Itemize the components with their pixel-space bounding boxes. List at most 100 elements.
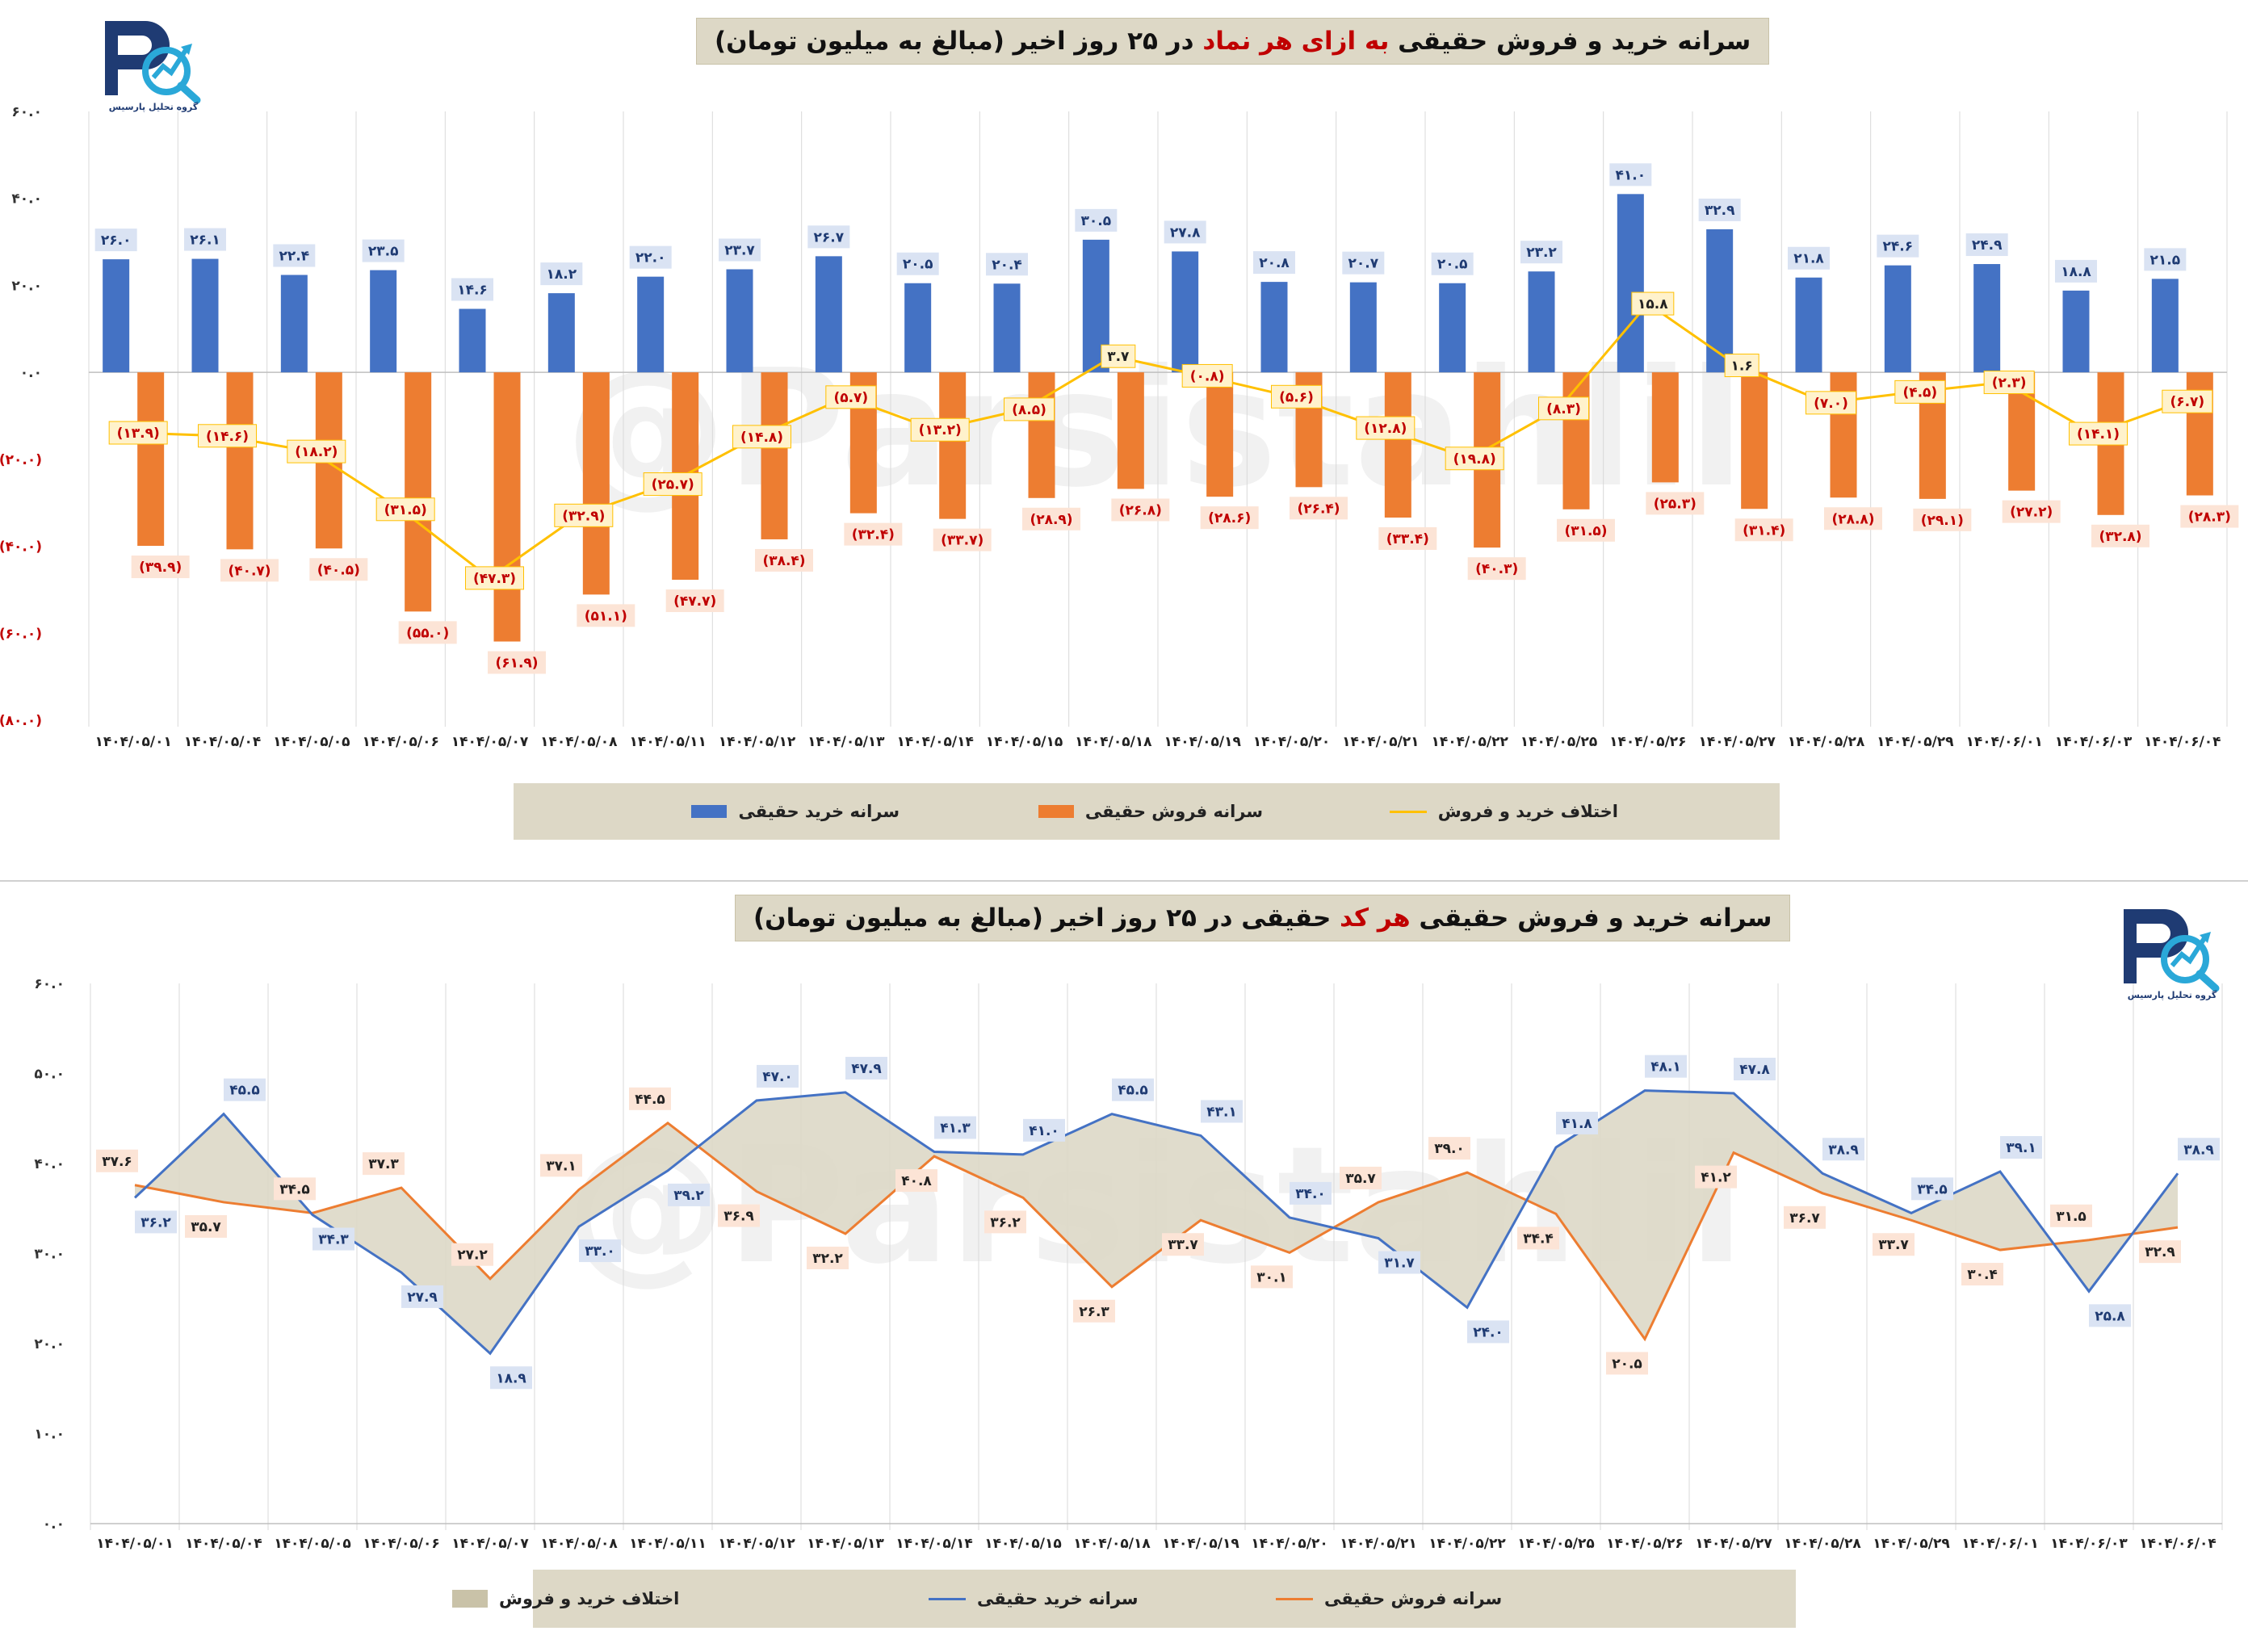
x-tick-label: ۱۴۰۴/۰۵/۲۱ bbox=[1340, 1536, 1416, 1552]
buy-data-label-bg bbox=[490, 1366, 532, 1390]
sell-bar bbox=[1028, 372, 1055, 498]
sell-data-label-bg bbox=[1073, 1299, 1115, 1323]
sell-data-label-bg bbox=[2139, 1240, 2181, 1264]
sell-data-label-bg bbox=[844, 522, 903, 546]
buy-data-label-text: ۳۴.۰ bbox=[1295, 1186, 1326, 1202]
logo-mark-icon bbox=[2124, 909, 2220, 992]
buy-bar bbox=[637, 276, 665, 373]
diff-data-label: (۱۲.۸) bbox=[1356, 416, 1415, 440]
sell-data-label-text: (۲۸.۶) bbox=[1208, 510, 1251, 526]
buy-data-label-bg bbox=[312, 1227, 354, 1251]
buy-data-label-bg bbox=[1164, 220, 1206, 244]
buy-line bbox=[133, 1089, 2179, 1356]
buy-data-label-text: ۴۸.۱ bbox=[1650, 1059, 1681, 1075]
diff-data-label-text: (۲۵.۷) bbox=[652, 477, 694, 493]
sell-data-label: (۴۰.۳) bbox=[1467, 557, 1526, 581]
sell-data-label-bg bbox=[629, 1087, 671, 1110]
sell-data-label: (۲۸.۳) bbox=[2180, 505, 2239, 528]
legend-label: اختلاف خرید و فروش bbox=[499, 1589, 680, 1608]
chart-2-title-part-3: حقیقی در ۲۵ روز اخیر (مبالغ به میلیون تو… bbox=[753, 904, 1340, 933]
diff-data-label: (۱۳.۹) bbox=[108, 421, 168, 445]
legend-swatch-icon bbox=[1038, 805, 1074, 818]
legend-swatch-icon bbox=[452, 1590, 488, 1608]
sell-data-label-text: ۳۷.۳ bbox=[368, 1156, 399, 1172]
sell-bar bbox=[939, 372, 967, 519]
sell-data-label-bg bbox=[540, 1154, 582, 1177]
buy-bar bbox=[1706, 229, 1734, 373]
sell-data-label: ۳۷.۱ bbox=[540, 1154, 582, 1177]
buy-bar bbox=[370, 270, 397, 373]
sell-data-label-text: (۳۱.۵) bbox=[1564, 523, 1607, 539]
sell-data-label-text: ۳۰.۱ bbox=[1256, 1269, 1287, 1285]
buy-data-label-bg bbox=[94, 229, 137, 252]
sell-data-label-bg bbox=[1378, 527, 1437, 551]
sell-data-label-bg bbox=[398, 621, 457, 644]
diff-data-label: (۱۴.۶) bbox=[198, 424, 257, 448]
buy-bar bbox=[815, 256, 842, 373]
buy-data-label-bg bbox=[451, 278, 493, 301]
buy-data-label-bg bbox=[934, 1116, 976, 1139]
y-tick-label: ۲۰.۰ bbox=[11, 278, 42, 294]
buy-data-label-text: ۴۷.۸ bbox=[1739, 1062, 1770, 1078]
x-tick-label: ۱۴۰۴/۰۶/۰۴ bbox=[2144, 734, 2221, 750]
buy-data-label-bg bbox=[273, 244, 316, 267]
diff-data-label-bg bbox=[1101, 344, 1136, 368]
buy-data-label: ۲۰.۴ bbox=[986, 253, 1028, 276]
buy-data-label-text: ۳۹.۲ bbox=[673, 1188, 704, 1204]
buy-bar bbox=[459, 308, 486, 373]
buy-data-label-text: ۴۱.۰ bbox=[1029, 1123, 1059, 1139]
legend-label: سرانه خرید حقیقی bbox=[977, 1589, 1139, 1608]
buy-data-label: ۲۶.۰ bbox=[94, 229, 137, 252]
buy-data-label-text: ۲۷.۹ bbox=[407, 1289, 438, 1306]
x-tick-label: ۱۴۰۴/۰۶/۰۳ bbox=[2055, 734, 2133, 750]
sell-data-label: (۳۳.۷) bbox=[933, 528, 992, 551]
sell-data-label-bg bbox=[363, 1152, 405, 1176]
buy-data-label-bg bbox=[896, 252, 939, 275]
buy-data-label: ۳۸.۹ bbox=[2178, 1138, 2220, 1161]
diff-data-label: ۱.۶ bbox=[1724, 354, 1759, 378]
sell-data-label-bg bbox=[1695, 1165, 1737, 1189]
sell-data-label: (۳۹.۹) bbox=[131, 556, 190, 579]
buy-bar bbox=[726, 269, 753, 373]
buy-data-label-text: ۲۲.۰ bbox=[635, 250, 666, 266]
sell-data-label-bg bbox=[1111, 498, 1170, 522]
buy-data-label-text: ۳۴.۳ bbox=[318, 1232, 349, 1248]
sell-data-label-bg bbox=[1200, 506, 1259, 530]
diff-data-label: (۵.۷) bbox=[825, 385, 877, 409]
diff-data-label-text: (۱۸.۲) bbox=[295, 444, 338, 460]
diff-data-label: ۱۵.۸ bbox=[1631, 291, 1675, 316]
sell-data-label: ۳۶.۷ bbox=[1784, 1205, 1826, 1229]
sell-data-label: (۲۷.۲) bbox=[2002, 500, 2061, 523]
legend-item-buy-line: سرانه خرید حقیقی bbox=[929, 1570, 1139, 1628]
diff-data-label: (۸.۵) bbox=[1004, 397, 1055, 421]
buy-data-label: ۲۶.۱ bbox=[184, 228, 226, 251]
buy-data-label-text: ۲۰.۴ bbox=[992, 257, 1022, 273]
buy-data-label: ۴۳.۱ bbox=[1201, 1100, 1243, 1123]
legend-item-diff: اختلاف خرید و فروش bbox=[1389, 783, 1618, 840]
sell-data-label-bg bbox=[2050, 1204, 2092, 1227]
sell-data-label-text: ۳۰.۴ bbox=[1967, 1267, 1998, 1283]
sell-data-label-text: ۴۴.۵ bbox=[635, 1092, 665, 1108]
sell-data-label: ۳۱.۵ bbox=[2050, 1204, 2092, 1227]
x-tick-label: ۱۴۰۴/۰۵/۰۷ bbox=[451, 734, 529, 750]
logo-bottom: گروه تحلیل پارسیس bbox=[2116, 903, 2237, 1008]
diff-data-label-bg bbox=[287, 439, 346, 463]
sell-data-label: (۲۹.۱) bbox=[1913, 508, 1972, 531]
buy-data-label-bg bbox=[1253, 251, 1295, 275]
x-tick-label: ۱۴۰۴/۰۵/۰۴ bbox=[184, 734, 261, 750]
buy-data-label-text: ۳۲.۹ bbox=[1705, 203, 1735, 219]
buy-bar bbox=[191, 258, 219, 373]
sell-data-label: ۳۵.۷ bbox=[185, 1214, 227, 1238]
buy-data-label-text: ۳۱.۷ bbox=[1384, 1256, 1415, 1272]
buy-data-label: ۳۰.۵ bbox=[1075, 208, 1118, 232]
x-tick-label: ۱۴۰۴/۰۵/۱۴ bbox=[895, 1536, 972, 1552]
buy-data-label-bg bbox=[1609, 163, 1652, 187]
panel-divider bbox=[0, 880, 2248, 882]
sell-data-label-text: ۳۴.۵ bbox=[279, 1181, 310, 1197]
sell-data-label: ۲۷.۲ bbox=[451, 1243, 493, 1266]
diff-data-label-text: (۱۲.۸) bbox=[1364, 421, 1407, 437]
sell-data-label: (۴۷.۷) bbox=[665, 589, 724, 613]
x-tick-label: ۱۴۰۴/۰۵/۲۵ bbox=[1520, 734, 1597, 750]
diff-data-label: (۶.۷) bbox=[2162, 389, 2213, 413]
buy-data-label-bg bbox=[1112, 1078, 1154, 1101]
